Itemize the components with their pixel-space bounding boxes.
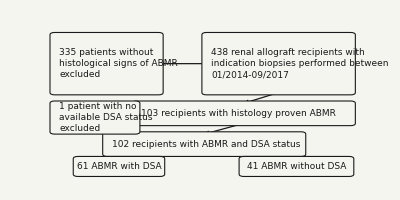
Text: 438 renal allograft recipients with
indication biopsies performed between
01/201: 438 renal allograft recipients with indi… [211,48,389,79]
Text: 41 ABMR without DSA: 41 ABMR without DSA [247,162,346,171]
FancyBboxPatch shape [239,156,354,176]
FancyBboxPatch shape [50,101,140,134]
FancyBboxPatch shape [132,101,355,126]
FancyBboxPatch shape [50,32,163,95]
Text: 103 recipients with histology proven ABMR: 103 recipients with histology proven ABM… [142,109,336,118]
Text: 61 ABMR with DSA: 61 ABMR with DSA [77,162,161,171]
Text: 335 patients without
histological signs of ABMR
excluded: 335 patients without histological signs … [59,48,178,79]
FancyBboxPatch shape [202,32,355,95]
Text: 1 patient with no
available DSA status
excluded: 1 patient with no available DSA status e… [59,102,153,133]
FancyBboxPatch shape [103,132,306,156]
FancyBboxPatch shape [73,156,165,176]
Text: 102 recipients with ABMR and DSA status: 102 recipients with ABMR and DSA status [112,140,300,149]
